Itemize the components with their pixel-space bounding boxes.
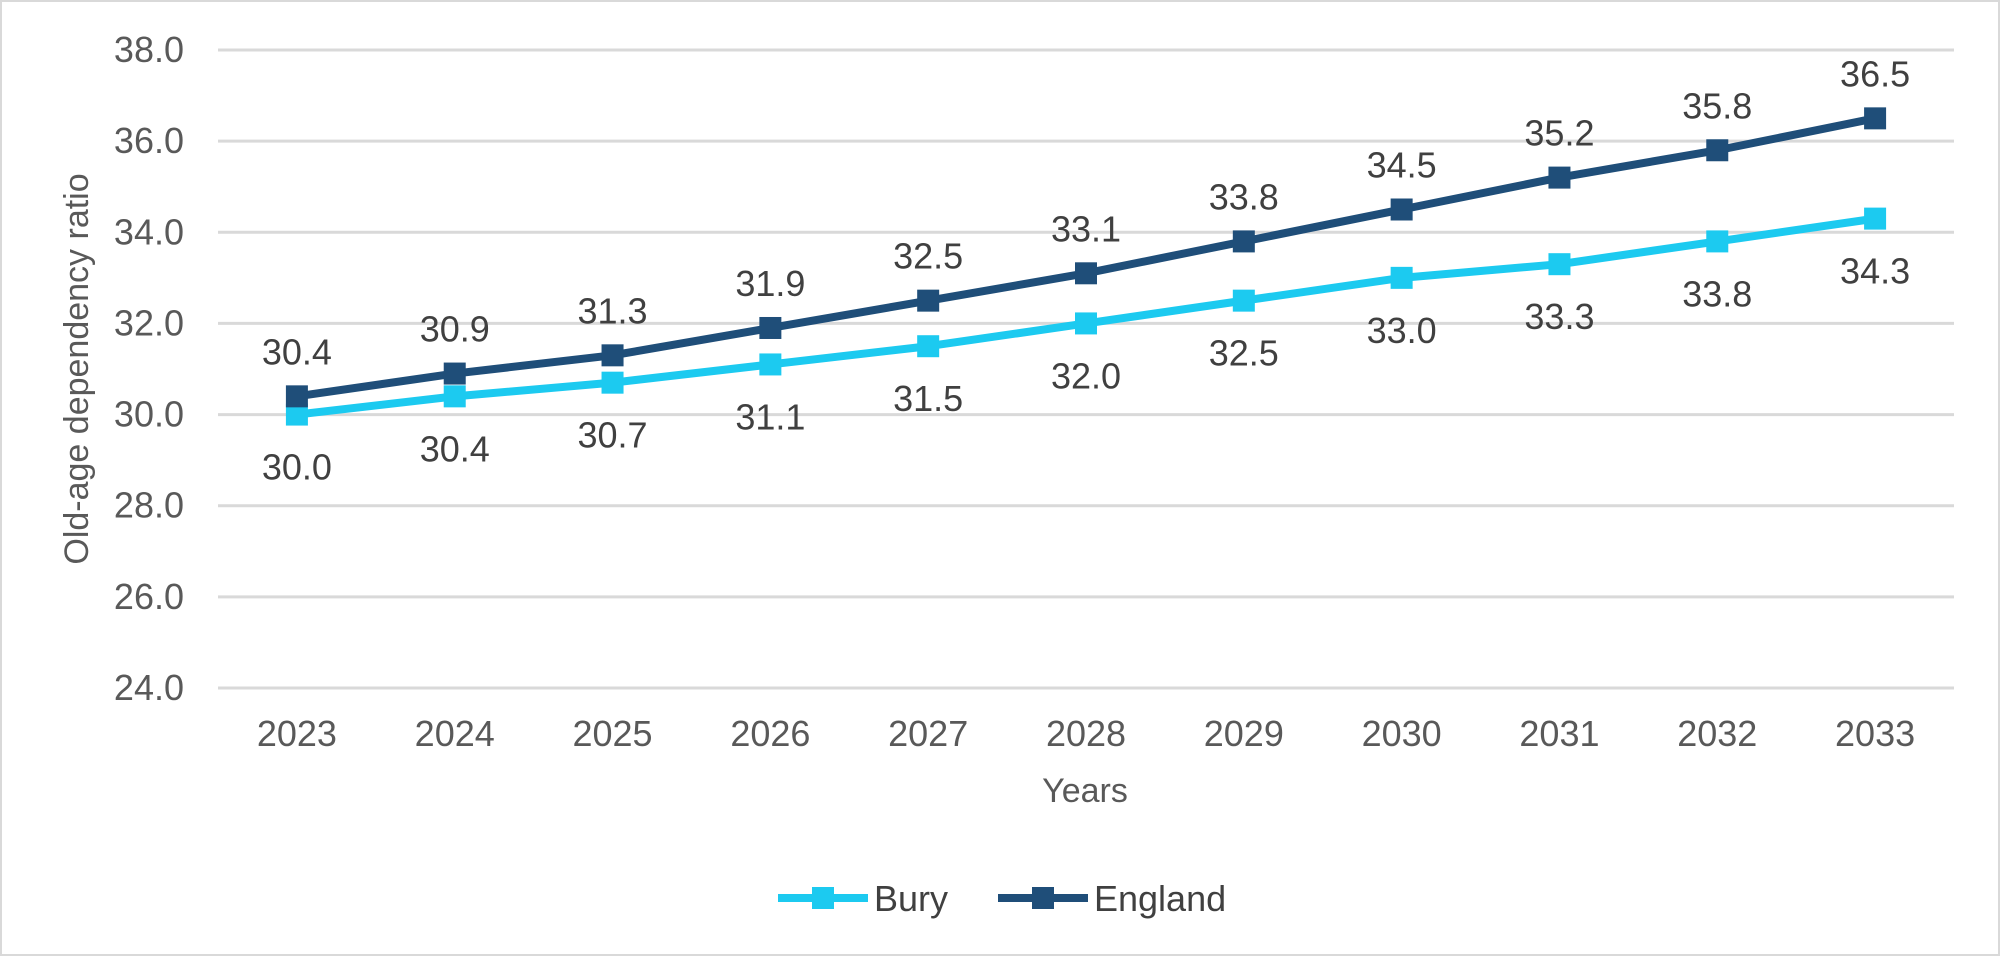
data-label-england: 31.3 bbox=[578, 290, 648, 331]
data-label-england: 34.5 bbox=[1367, 145, 1437, 186]
data-label-england: 33.1 bbox=[1051, 208, 1121, 249]
data-label-bury: 31.5 bbox=[893, 378, 963, 419]
x-axis-ticks: 2023 2024 2025 2026 2027 2028 2029 2030 2031 2032… bbox=[257, 713, 1915, 754]
y-tick-label: 34.0 bbox=[114, 211, 184, 252]
data-point-england bbox=[1232, 230, 1255, 253]
x-tick-label: 2027 bbox=[888, 713, 968, 754]
data-point-england bbox=[759, 316, 782, 339]
x-tick-label: 2024 bbox=[415, 713, 495, 754]
x-tick-label: 2031 bbox=[1519, 713, 1599, 754]
x-axis-title: Years bbox=[1042, 772, 1128, 810]
data-point-england bbox=[443, 362, 466, 385]
data-label-england: 35.2 bbox=[1524, 113, 1594, 154]
data-label-bury: 31.1 bbox=[735, 396, 805, 437]
data-point-bury bbox=[1075, 312, 1097, 335]
x-tick-label: 2026 bbox=[730, 713, 810, 754]
legend-item-bury: Bury bbox=[778, 878, 948, 919]
data-point-bury bbox=[759, 353, 782, 376]
data-point-england bbox=[1864, 107, 1887, 130]
y-tick-label: 24.0 bbox=[114, 667, 184, 708]
data-label-england: 30.9 bbox=[420, 309, 490, 350]
data-point-england bbox=[917, 289, 940, 312]
data-point-england bbox=[1706, 139, 1729, 162]
data-label-bury: 33.0 bbox=[1367, 310, 1437, 351]
y-tick-label: 36.0 bbox=[114, 120, 184, 161]
data-label-england: 30.4 bbox=[262, 331, 332, 372]
data-point-england bbox=[285, 385, 308, 408]
x-tick-label: 2032 bbox=[1677, 713, 1757, 754]
data-point-england bbox=[1548, 166, 1571, 189]
data-labels: 30.0 30.4 30.7 31.1 31.5 32.0 32.5 33.0 33.3 33.8… bbox=[262, 53, 1910, 487]
data-label-england: 31.9 bbox=[735, 263, 805, 304]
y-tick-label: 26.0 bbox=[114, 576, 184, 617]
data-point-england bbox=[601, 344, 624, 367]
data-point-bury bbox=[443, 385, 466, 408]
legend-marker-england bbox=[1032, 887, 1054, 909]
data-point-bury bbox=[1390, 266, 1413, 289]
legend-label-england: England bbox=[1094, 878, 1226, 919]
data-point-bury bbox=[1864, 207, 1887, 230]
y-tick-label: 32.0 bbox=[114, 302, 184, 343]
data-label-england: 35.8 bbox=[1682, 85, 1752, 126]
y-axis-title: Old-age dependency ratio bbox=[58, 173, 96, 564]
data-point-bury bbox=[1706, 230, 1729, 253]
legend: Bury England bbox=[778, 878, 1226, 919]
data-point-bury bbox=[1548, 253, 1571, 276]
data-label-bury: 32.0 bbox=[1051, 355, 1121, 396]
y-tick-label: 38.0 bbox=[114, 29, 184, 70]
data-label-england: 32.5 bbox=[893, 236, 963, 277]
x-tick-label: 2023 bbox=[257, 713, 337, 754]
data-label-bury: 33.8 bbox=[1682, 273, 1752, 314]
series-lines bbox=[285, 107, 1887, 426]
data-label-bury: 30.7 bbox=[578, 415, 648, 456]
series-england bbox=[285, 107, 1887, 408]
legend-label-bury: Bury bbox=[874, 878, 948, 919]
y-tick-label: 30.0 bbox=[114, 394, 184, 435]
data-label-bury: 30.4 bbox=[420, 428, 490, 469]
data-point-bury bbox=[601, 371, 624, 394]
data-label-bury: 33.3 bbox=[1524, 296, 1594, 337]
y-tick-label: 28.0 bbox=[114, 485, 184, 526]
data-label-england: 33.8 bbox=[1209, 176, 1279, 217]
legend-marker-bury bbox=[812, 887, 834, 909]
x-tick-label: 2028 bbox=[1046, 713, 1126, 754]
data-label-bury: 32.5 bbox=[1209, 333, 1279, 374]
data-point-bury bbox=[285, 403, 308, 426]
series-bury bbox=[285, 207, 1887, 426]
data-label-england: 36.5 bbox=[1840, 53, 1910, 94]
data-point-england bbox=[1075, 262, 1097, 285]
data-point-bury bbox=[917, 335, 940, 358]
y-axis-ticks: 24.0 26.0 28.0 30.0 32.0 34.0 36.0 38.0 bbox=[114, 29, 184, 708]
x-tick-label: 2033 bbox=[1835, 713, 1915, 754]
x-tick-label: 2030 bbox=[1362, 713, 1442, 754]
data-point-bury bbox=[1232, 289, 1255, 312]
legend-item-england: England bbox=[998, 878, 1226, 919]
x-tick-label: 2029 bbox=[1204, 713, 1284, 754]
data-point-england bbox=[1390, 198, 1413, 221]
x-tick-label: 2025 bbox=[572, 713, 652, 754]
data-label-bury: 34.3 bbox=[1840, 251, 1910, 292]
data-label-bury: 30.0 bbox=[262, 447, 332, 488]
